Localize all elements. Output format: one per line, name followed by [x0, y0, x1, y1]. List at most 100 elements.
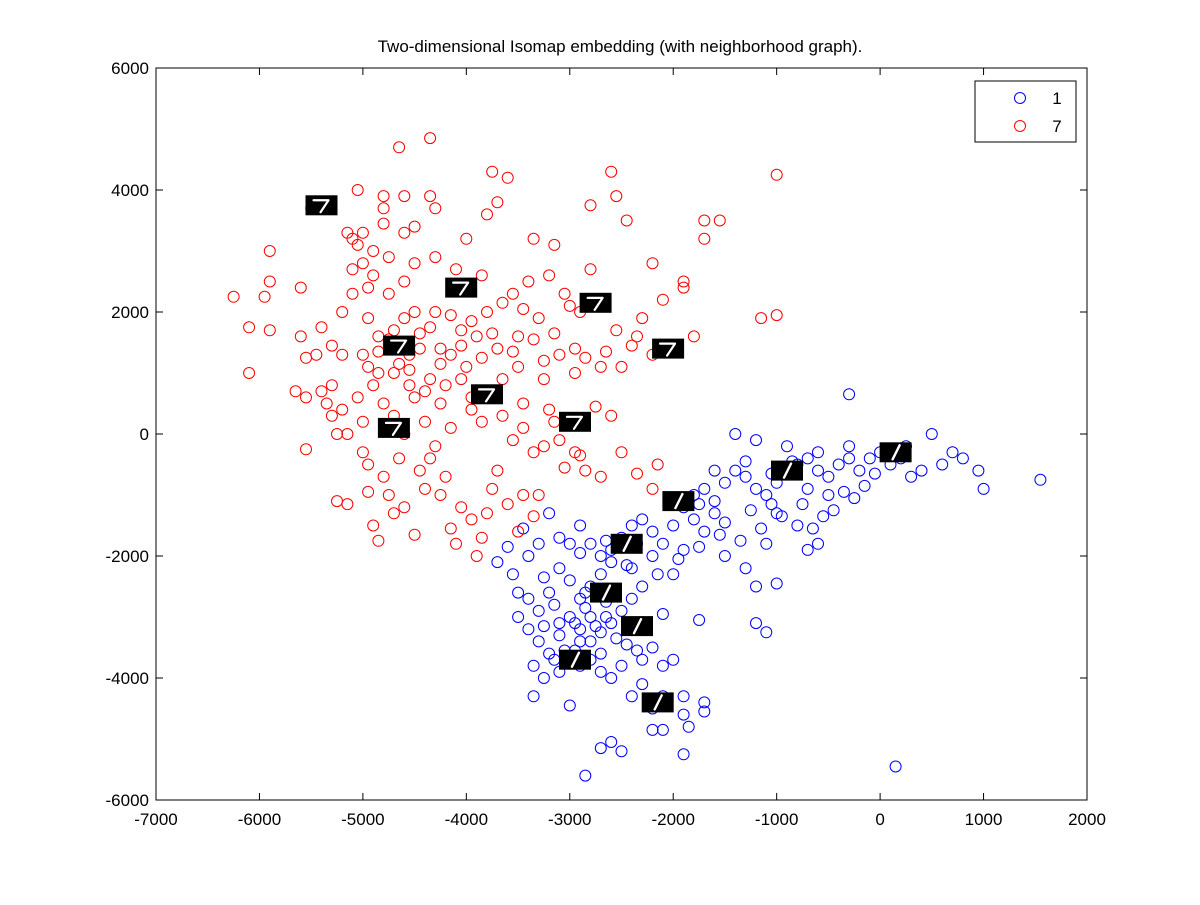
data-point-7	[610, 324, 623, 337]
series-7	[227, 132, 783, 562]
data-point-1	[553, 617, 566, 630]
data-point-1	[718, 476, 731, 489]
data-point-7	[413, 342, 426, 355]
data-point-1	[594, 568, 607, 581]
data-point-7	[656, 293, 669, 306]
data-point-7	[424, 190, 437, 203]
data-point-1	[615, 659, 628, 672]
data-point-7	[579, 351, 592, 364]
data-point-7	[367, 379, 380, 392]
data-point-1	[713, 528, 726, 541]
data-point-7	[481, 507, 493, 520]
data-point-7	[382, 251, 395, 264]
data-point-7	[413, 327, 426, 340]
data-point-7	[419, 415, 431, 428]
data-point-1	[698, 482, 711, 495]
data-point-7	[320, 397, 333, 410]
data-point-7	[496, 409, 509, 422]
digit-thumbnail	[471, 384, 503, 405]
data-point-7	[631, 330, 643, 343]
data-point-7	[522, 275, 535, 288]
data-point-7	[356, 348, 369, 361]
y-tick-label: 4000	[111, 181, 149, 200]
data-point-1	[698, 696, 711, 709]
data-point-1	[739, 455, 752, 468]
data-point-7	[677, 281, 690, 294]
data-point-7	[439, 470, 452, 483]
data-point-7	[496, 296, 509, 309]
data-point-1	[868, 467, 881, 480]
data-point-7	[419, 385, 431, 398]
digit-thumbnail	[445, 277, 478, 298]
data-point-7	[460, 360, 473, 373]
data-point-7	[512, 330, 525, 343]
data-point-1	[832, 458, 845, 471]
data-point-1	[532, 635, 545, 648]
data-point-1	[708, 464, 721, 477]
data-point-7	[491, 464, 504, 477]
data-point-1	[594, 665, 607, 678]
data-point-1	[636, 653, 649, 666]
data-point-1	[527, 690, 540, 703]
data-point-7	[584, 263, 597, 276]
data-point-1	[625, 592, 638, 605]
data-point-7	[341, 498, 354, 511]
data-point-7	[377, 202, 390, 215]
data-point-7	[687, 330, 700, 343]
data-point-1	[625, 690, 638, 703]
data-point-7	[372, 345, 385, 358]
data-point-7	[382, 287, 395, 300]
data-point-1	[579, 601, 592, 614]
data-point-1	[584, 611, 597, 623]
y-tick-label: 6000	[111, 59, 149, 78]
data-point-7	[331, 428, 343, 440]
data-point-1	[594, 550, 607, 562]
data-point-1	[672, 553, 685, 565]
data-point-7	[325, 379, 338, 392]
data-point-7	[419, 482, 431, 495]
digit-thumbnail	[652, 338, 685, 359]
data-point-1	[848, 492, 861, 505]
data-point-1	[843, 452, 856, 465]
data-point-7	[444, 522, 457, 535]
data-point-7	[620, 214, 633, 227]
x-tick-label: 2000	[1068, 810, 1106, 829]
data-point-7	[362, 312, 375, 325]
chart-title: Two-dimensional Isomap embedding (with n…	[378, 37, 863, 56]
legend-marker-1	[1014, 92, 1026, 104]
digit-thumbnail	[590, 582, 622, 603]
data-point-1	[646, 550, 659, 562]
data-point-7	[429, 251, 442, 264]
data-point-7	[393, 357, 406, 370]
data-point-1	[708, 495, 721, 508]
data-point-1	[491, 556, 504, 569]
data-point-1	[512, 611, 525, 623]
data-point-7	[481, 306, 493, 318]
data-point-7	[300, 391, 312, 404]
x-tick-label: -3000	[548, 810, 591, 829]
data-point-7	[346, 287, 359, 300]
data-point-7	[563, 299, 576, 312]
data-point-1	[812, 446, 824, 459]
data-point-7	[465, 315, 478, 328]
data-point-1	[812, 464, 824, 477]
data-point-7	[300, 443, 312, 456]
data-point-1	[677, 748, 690, 761]
data-point-1	[625, 519, 638, 532]
data-point-1	[1034, 473, 1047, 486]
data-point-1	[827, 504, 840, 517]
data-point-7	[605, 409, 618, 422]
data-point-7	[465, 513, 478, 526]
data-point-1	[646, 641, 659, 654]
digit-thumbnail	[377, 417, 410, 438]
data-point-7	[491, 342, 504, 355]
data-point-1	[656, 608, 669, 620]
data-point-7	[367, 519, 380, 532]
data-point-1	[667, 568, 680, 581]
data-point-7	[367, 269, 380, 282]
data-point-1	[755, 522, 768, 535]
data-point-7	[450, 263, 462, 276]
data-point-7	[408, 528, 421, 541]
data-point-1	[801, 482, 814, 495]
digit-thumbnail	[305, 195, 338, 216]
